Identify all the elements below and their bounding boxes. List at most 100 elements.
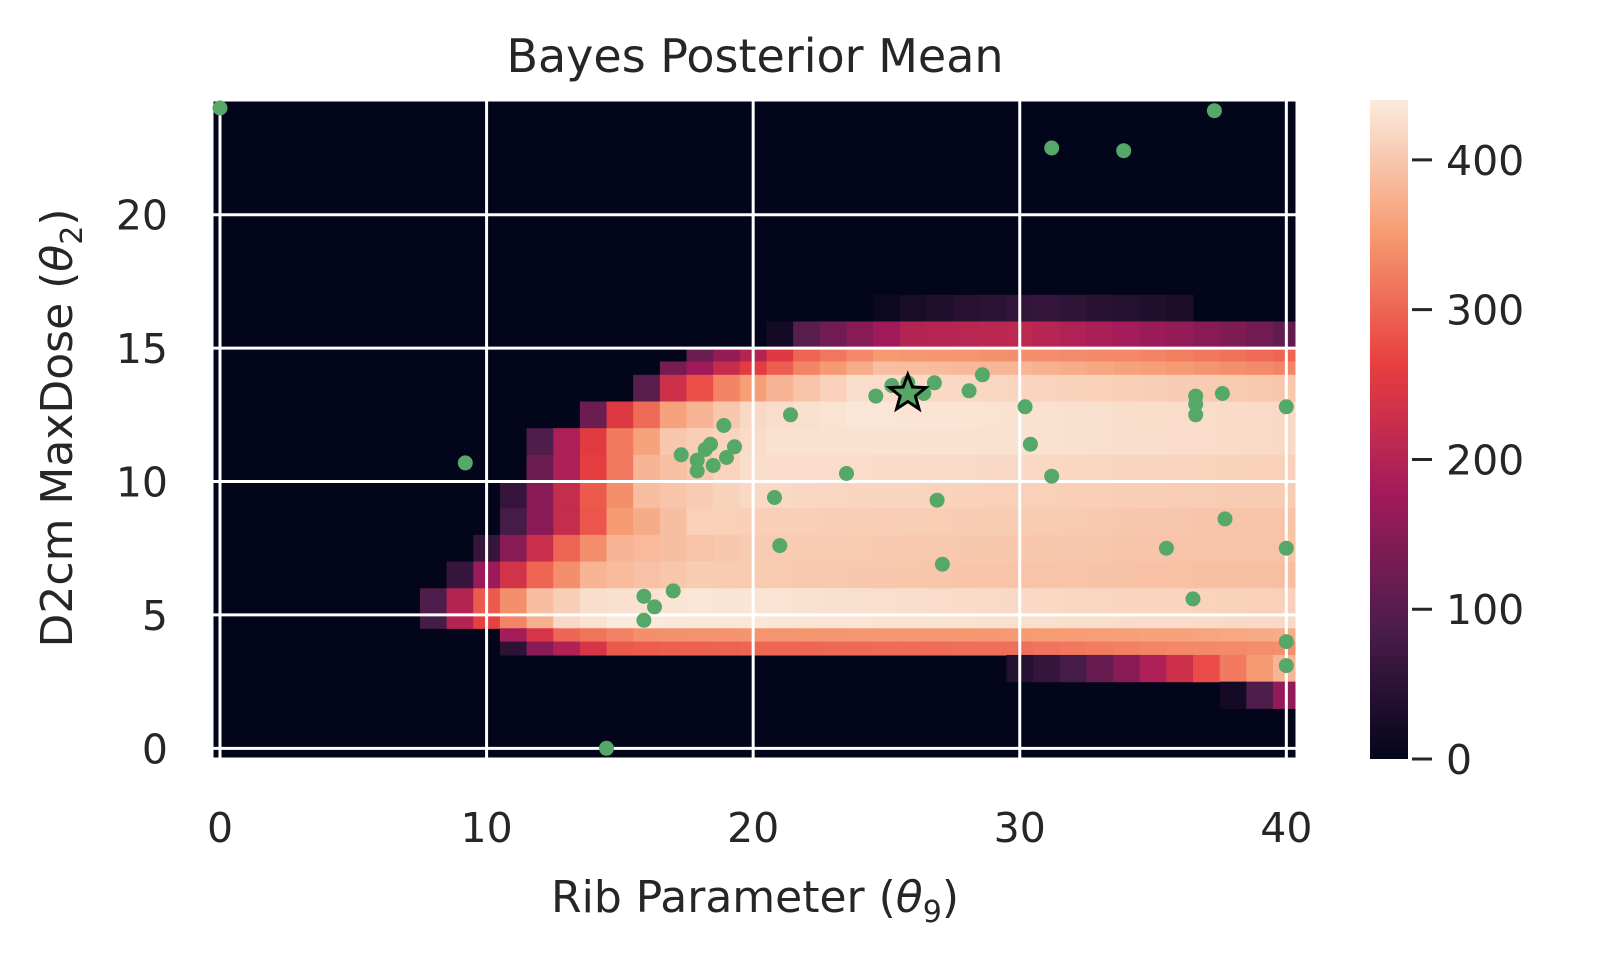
x-tick-label: 20 [727, 804, 779, 852]
heatmap-cell [686, 374, 714, 403]
heatmap-cell [953, 508, 981, 536]
heatmap-cell [873, 534, 901, 563]
heatmap-cell [766, 561, 794, 589]
x-axis-label-subscript: 9 [923, 895, 942, 930]
heatmap-cell [1139, 401, 1167, 429]
heatmap-cell [953, 481, 981, 509]
sample-point [772, 538, 788, 554]
heatmap-cell [713, 628, 741, 643]
heatmap-cell [1193, 321, 1221, 349]
sample-point [1017, 399, 1033, 415]
heatmap-cell [1139, 481, 1167, 509]
sample-point [1217, 511, 1233, 527]
heatmap-cell [446, 614, 474, 629]
x-axis-label-close: ) [942, 872, 959, 923]
heatmap-cell [846, 428, 874, 456]
sample-point [673, 447, 689, 463]
heatmap-cell [606, 454, 634, 483]
heatmap-cell [499, 508, 528, 536]
y-tick-label: 20 [116, 192, 168, 240]
heatmap-cell [766, 321, 794, 349]
heatmap-cell [793, 361, 821, 376]
heatmap-cell [793, 588, 821, 616]
heatmap-cell [926, 454, 954, 483]
heatmap-cell [1219, 561, 1247, 589]
sample-point [1278, 540, 1294, 556]
heatmap-cell [1193, 534, 1221, 563]
heatmap-cell [979, 321, 1008, 349]
heatmap-cell [926, 294, 954, 323]
heatmap-cell [1193, 348, 1221, 363]
sample-point [727, 439, 742, 455]
heatmap-cell [606, 428, 634, 456]
heatmap-cell [766, 508, 794, 536]
heatmap-cell [499, 534, 528, 563]
heatmap-cell [926, 641, 954, 656]
heatmap-cell [1139, 454, 1167, 483]
heatmap-cell [713, 348, 741, 363]
heatmap-cell [1113, 348, 1141, 363]
heatmap-cell [713, 508, 741, 536]
heatmap-cell [1113, 481, 1141, 509]
heatmap-cell [926, 401, 954, 429]
heatmap-cell [1193, 508, 1221, 536]
x-axis-label-symbol: θ [896, 872, 923, 923]
heatmap-cell [1113, 428, 1141, 456]
heatmap-cell [1246, 641, 1274, 656]
heatmap-cell [766, 454, 794, 483]
heatmap-cell [899, 428, 928, 456]
heatmap-cell [953, 321, 981, 349]
heatmap-cell [713, 374, 741, 403]
sample-point [1188, 396, 1204, 412]
heatmap-cell [846, 641, 874, 656]
heatmap-cell [1219, 681, 1247, 709]
heatmap-cell [1086, 294, 1114, 323]
heatmap-cell [633, 534, 661, 563]
heatmap-cell [579, 454, 608, 483]
heatmap-cell [953, 614, 981, 629]
heatmap-cell [1059, 654, 1087, 683]
y-tick-label: 15 [116, 325, 168, 373]
sample-point [716, 418, 732, 433]
heatmap-cell [659, 508, 688, 536]
heatmap-cell [499, 561, 528, 589]
heatmap-cell [979, 561, 1008, 589]
heatmap-cell [659, 641, 688, 656]
heatmap-cell [526, 614, 554, 629]
best-point-marker [885, 370, 930, 413]
heatmap-cell [713, 361, 741, 376]
heatmap-cell [579, 428, 608, 456]
heatmap-cell [1166, 641, 1194, 656]
heatmap-cell [873, 348, 901, 363]
heatmap-cell [1059, 361, 1087, 376]
heatmap-cell [819, 321, 848, 349]
heatmap-cell [1113, 534, 1141, 563]
heatmap-cell [1086, 454, 1114, 483]
heatmap-cell [793, 534, 821, 563]
heatmap-cell [1166, 654, 1194, 683]
x-tick-label: 0 [207, 804, 233, 852]
heatmap-cell [1086, 361, 1114, 376]
heatmap-cell [766, 361, 794, 376]
y-axis-label-text: D2cm MaxDose ( [32, 272, 83, 648]
heatmap-cell [1166, 348, 1194, 363]
heatmap-cell [606, 628, 634, 643]
heatmap-cell [979, 508, 1008, 536]
sample-point [599, 740, 614, 756]
heatmap-cell [899, 321, 928, 349]
heatmap-cell [1139, 654, 1167, 683]
sample-point [689, 452, 705, 468]
x-tick-label: 40 [1260, 804, 1312, 852]
heatmap-cell [953, 588, 981, 616]
heatmap-cell [713, 614, 741, 629]
heatmap-cell [1086, 614, 1114, 629]
x-axis-label: Rib Parameter (θ9) [551, 872, 959, 930]
sample-point [705, 458, 721, 473]
heatmap-cell [846, 321, 874, 349]
heatmap-cell [633, 508, 661, 536]
sample-point [689, 463, 705, 479]
heatmap-cell [419, 614, 448, 629]
heatmap-cell [793, 641, 821, 656]
heatmap-cell [579, 588, 608, 616]
heatmap-cell [419, 588, 448, 616]
